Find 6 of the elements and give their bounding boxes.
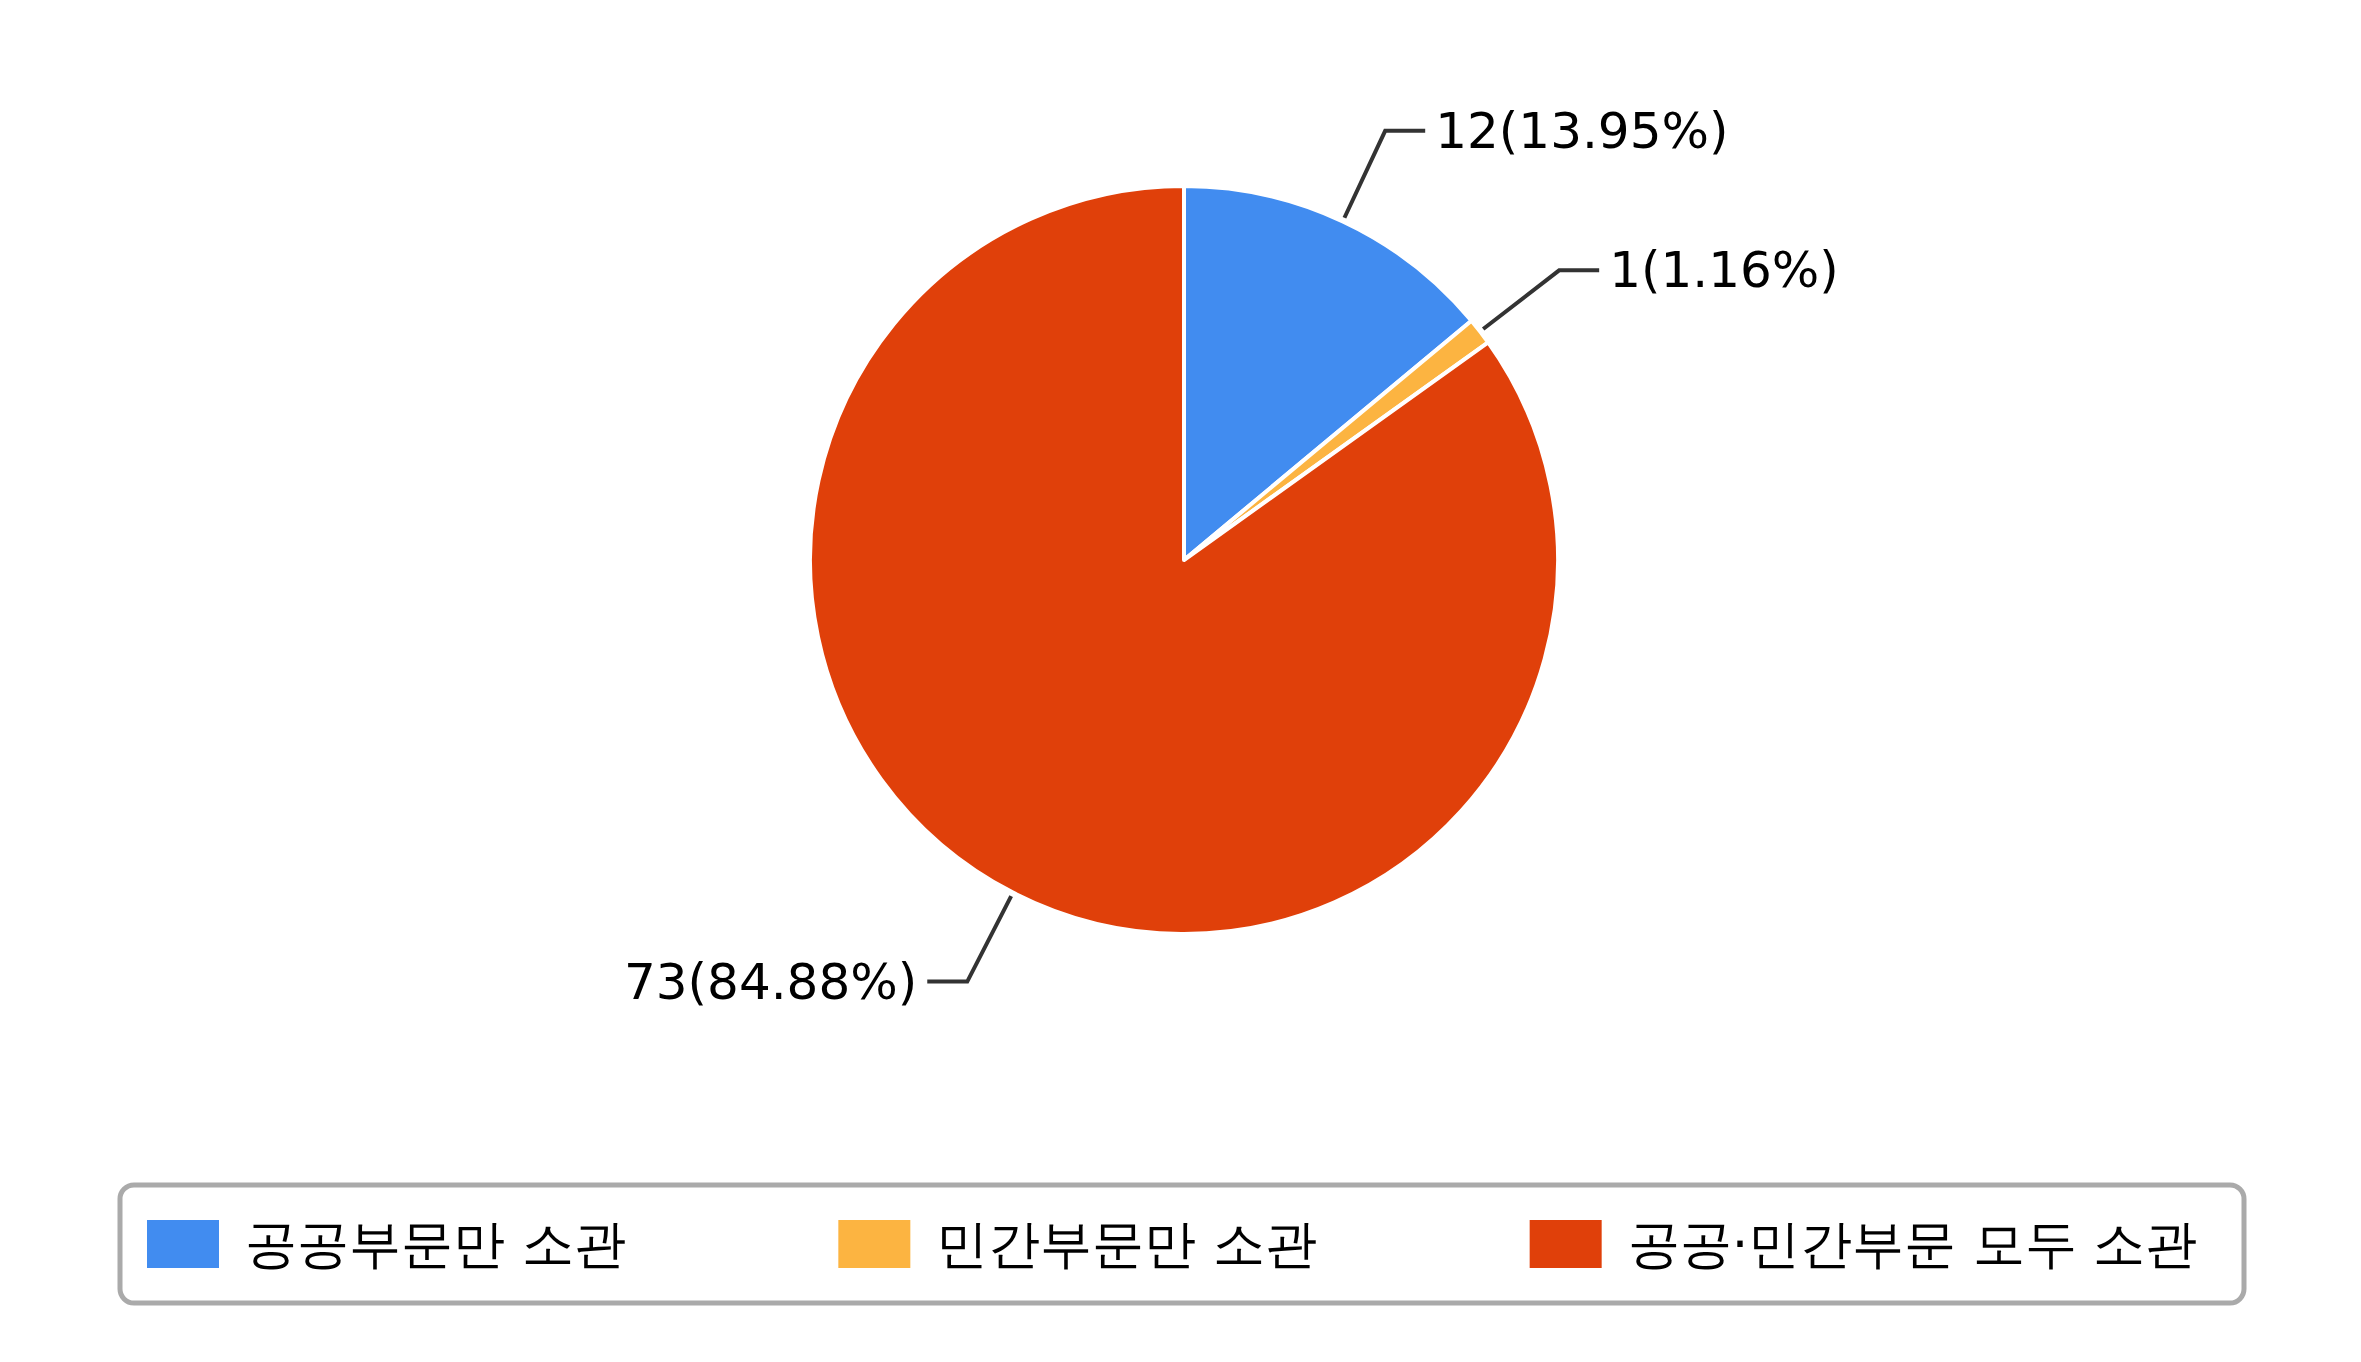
data-label: 1(1.16%)	[1609, 241, 1839, 300]
legend-label: 공공부문만 소관	[245, 1214, 626, 1274]
data-label: 12(13.95%)	[1435, 101, 1729, 160]
legend-label: 공공·민간부문 모두 소관	[1627, 1214, 2198, 1274]
data-label: 73(84.88%)	[623, 952, 918, 1011]
legend-label: 민간부문만 소관	[936, 1214, 1317, 1274]
